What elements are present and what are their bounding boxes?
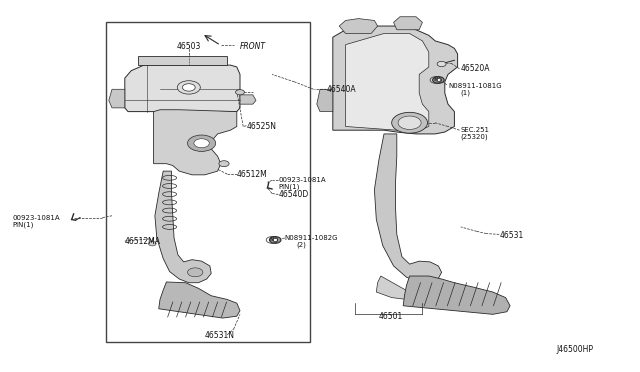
Circle shape xyxy=(269,237,281,243)
Text: 00923-1081A: 00923-1081A xyxy=(278,177,326,183)
Polygon shape xyxy=(346,33,429,130)
Text: (25320): (25320) xyxy=(461,134,488,140)
Polygon shape xyxy=(376,276,422,301)
Polygon shape xyxy=(317,89,333,112)
Circle shape xyxy=(398,116,421,129)
Text: 46501: 46501 xyxy=(378,312,403,321)
Text: 46540A: 46540A xyxy=(326,85,356,94)
Text: J46500HP: J46500HP xyxy=(557,345,594,354)
Text: 46531N: 46531N xyxy=(205,331,235,340)
Text: N: N xyxy=(434,77,438,83)
Text: 46503: 46503 xyxy=(177,42,201,51)
Circle shape xyxy=(188,268,203,277)
Polygon shape xyxy=(394,17,422,30)
Polygon shape xyxy=(240,95,256,104)
Text: 46531: 46531 xyxy=(499,231,524,240)
Circle shape xyxy=(437,61,446,67)
Text: 46512M: 46512M xyxy=(237,170,268,179)
Polygon shape xyxy=(155,171,211,283)
Text: N08911-1082G: N08911-1082G xyxy=(285,235,339,241)
Circle shape xyxy=(436,78,441,81)
Text: 46540D: 46540D xyxy=(278,190,308,199)
Polygon shape xyxy=(374,134,442,283)
Polygon shape xyxy=(125,65,240,112)
Circle shape xyxy=(194,139,209,148)
Text: (1): (1) xyxy=(461,89,471,96)
Text: FRONT: FRONT xyxy=(240,42,266,51)
Text: 46520A: 46520A xyxy=(461,64,490,73)
Text: 00923-1081A: 00923-1081A xyxy=(13,215,60,221)
Text: PIN(1): PIN(1) xyxy=(278,184,300,190)
Polygon shape xyxy=(138,56,227,65)
Circle shape xyxy=(273,238,278,241)
Text: N08911-1081G: N08911-1081G xyxy=(448,83,502,89)
Bar xyxy=(106,22,310,342)
Text: N: N xyxy=(270,237,274,243)
Text: PIN(1): PIN(1) xyxy=(13,221,34,228)
Circle shape xyxy=(433,77,444,83)
Text: (2): (2) xyxy=(296,241,306,248)
Circle shape xyxy=(219,161,229,167)
Text: SEC.251: SEC.251 xyxy=(461,127,490,133)
Circle shape xyxy=(148,241,156,246)
Polygon shape xyxy=(154,110,237,175)
Circle shape xyxy=(392,112,428,133)
Circle shape xyxy=(236,90,244,95)
Polygon shape xyxy=(109,89,125,108)
Polygon shape xyxy=(333,26,458,134)
Polygon shape xyxy=(403,276,510,314)
Polygon shape xyxy=(159,282,240,318)
Circle shape xyxy=(188,135,216,151)
Polygon shape xyxy=(339,19,378,33)
Circle shape xyxy=(182,84,195,91)
Text: 46525N: 46525N xyxy=(246,122,276,131)
Circle shape xyxy=(177,81,200,94)
Text: 46512MA: 46512MA xyxy=(125,237,161,246)
